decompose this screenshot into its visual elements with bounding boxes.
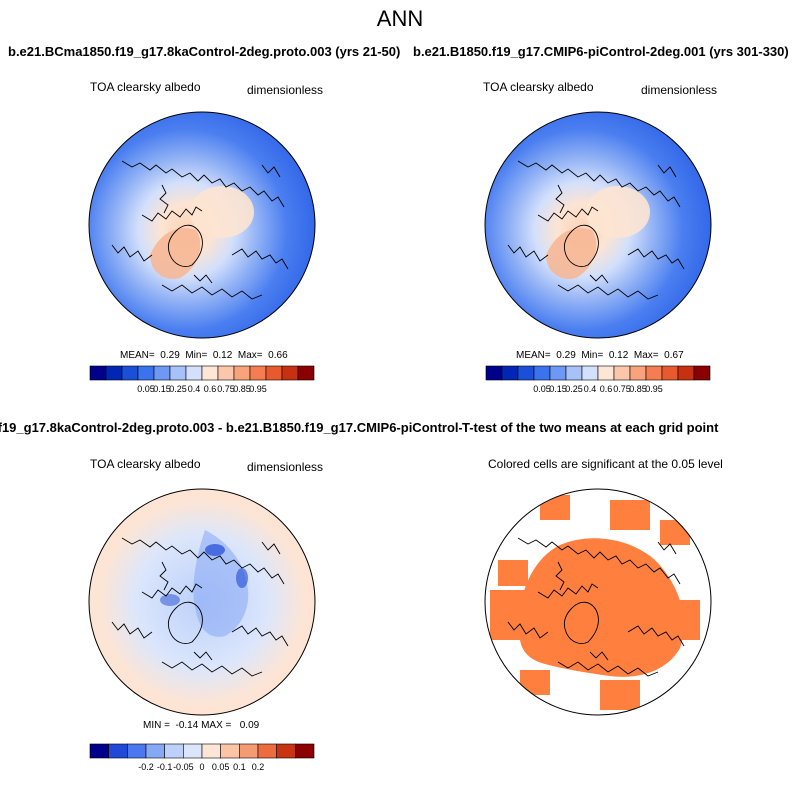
panel-3-colorbar-cell bbox=[89, 743, 109, 759]
panel-2-colorbar-cell bbox=[485, 365, 503, 381]
panel-2-colorbar-tick-label: 0.25 bbox=[565, 384, 583, 394]
panel-1-colorbar-tick-label: 0.15 bbox=[153, 384, 171, 394]
panel-4-subtitle: Colored cells are significant at the 0.0… bbox=[488, 457, 723, 471]
panel-3-colorbar-tick-label: 0 bbox=[199, 762, 204, 772]
panel-3-colorbar-cell bbox=[239, 743, 259, 759]
panel-2-colorbar-cell bbox=[517, 365, 535, 381]
panel-2-colorbar: 0.050.150.25 0.4 0.6 0.750.850.95 bbox=[485, 365, 711, 394]
panel-3-variable-label: TOA clearsky albedo bbox=[90, 457, 201, 471]
panel-3-units-label: dimensionless bbox=[247, 460, 324, 474]
panel-4-title: T-test of the two means at each grid poi… bbox=[462, 420, 719, 435]
panel-3-colorbar-tick-label: 0.2 bbox=[252, 762, 265, 772]
panel-2-colorbar-cell bbox=[613, 365, 631, 381]
panel-1-colorbar-cell bbox=[297, 365, 315, 381]
panel-3-colorbar-tick-label: -0.05 bbox=[173, 762, 194, 772]
panel-1-colorbar-cell bbox=[89, 365, 107, 381]
panel-1-title: b.e21.BCma1850.f19_g17.8kaControl-2deg.p… bbox=[8, 44, 401, 59]
panel-1-colorbar-cell bbox=[201, 365, 219, 381]
panel-1-colorbar-cell bbox=[185, 365, 203, 381]
panel-2-colorbar-cell bbox=[645, 365, 663, 381]
panel-1-colorbar-cell bbox=[105, 365, 123, 381]
panel-2-map bbox=[484, 111, 712, 339]
panel-2-colorbar-cell bbox=[533, 365, 551, 381]
panel-2-colorbar-cell bbox=[581, 365, 599, 381]
panel-3-title: .f19_g17.8kaControl-2deg.proto.003 - b.e… bbox=[0, 420, 519, 435]
panel-2-units-label: dimensionless bbox=[641, 83, 718, 97]
panel-1-colorbar-tick-label: 0.6 bbox=[204, 384, 217, 394]
panel-1-units-label: dimensionless bbox=[247, 83, 324, 97]
panel-2-colorbar-cell bbox=[565, 365, 583, 381]
panel-2-colorbar-tick-label: 0.85 bbox=[629, 384, 647, 394]
panel-1-map bbox=[88, 111, 316, 339]
panel-3-map bbox=[88, 488, 316, 716]
panel-1-colorbar-cell bbox=[137, 365, 155, 381]
panel-3-colorbar-tick-label: 0.05 bbox=[212, 762, 230, 772]
figure-title: ANN bbox=[376, 6, 424, 31]
panel-1-variable-label: TOA clearsky albedo bbox=[90, 80, 201, 94]
panel-1-colorbar-cell bbox=[217, 365, 235, 381]
panel-2-colorbar-tick-label: 0.15 bbox=[549, 384, 567, 394]
panel-1-colorbar-tick-label: 0.25 bbox=[169, 384, 187, 394]
panel-1-colorbar-tick-label: 0.85 bbox=[233, 384, 251, 394]
panel-3-colorbar-tick-label: -0.1 bbox=[157, 762, 173, 772]
panel-2-title: b.e21.B1850.f19_g17.CMIP6-piControl-2deg… bbox=[413, 44, 789, 59]
panel-2-colorbar-cell bbox=[597, 365, 615, 381]
panel-2-colorbar-cell bbox=[677, 365, 695, 381]
panel-3-colorbar-cell bbox=[164, 743, 184, 759]
panel-1-colorbar-tick-label: 0.05 bbox=[137, 384, 155, 394]
panel-3-colorbar-cell bbox=[257, 743, 277, 759]
panel-3-colorbar-tick-label: 0.1 bbox=[233, 762, 246, 772]
panel-1-colorbar-tick-label: 0.95 bbox=[249, 384, 267, 394]
panel-3-colorbar-cell bbox=[183, 743, 203, 759]
panel-3-colorbar-cell bbox=[295, 743, 315, 759]
panel-1-colorbar: 0.050.150.25 0.4 0.6 0.750.850.95 bbox=[89, 365, 315, 394]
panel-3-colorbar-tick-label: -0.2 bbox=[138, 762, 154, 772]
panel-3-stats: MIN = -0.14 MAX = 0.09 bbox=[143, 720, 260, 731]
panel-3-colorbar-cell bbox=[220, 743, 240, 759]
panel-2-colorbar-tick-label: 0.95 bbox=[645, 384, 663, 394]
panel-1-colorbar-cell bbox=[233, 365, 251, 381]
panel-1-colorbar-cell bbox=[265, 365, 283, 381]
panel-3-colorbar-cell bbox=[201, 743, 221, 759]
panel-1-colorbar-tick-label: 0.4 bbox=[188, 384, 201, 394]
panel-2-colorbar-cell bbox=[549, 365, 567, 381]
panel-2-colorbar-tick-label: 0.6 bbox=[600, 384, 613, 394]
panel-2-colorbar-tick-label: 0.05 bbox=[533, 384, 551, 394]
panel-3-colorbar-cell bbox=[145, 743, 165, 759]
panel-1-colorbar-cell bbox=[281, 365, 299, 381]
panel-2-variable-label: TOA clearsky albedo bbox=[483, 80, 594, 94]
panel-1-colorbar-cell bbox=[169, 365, 187, 381]
panel-2-colorbar-tick-label: 0.75 bbox=[613, 384, 631, 394]
panel-3-colorbar-cell bbox=[127, 743, 147, 759]
panel-1-colorbar-cell bbox=[121, 365, 139, 381]
panel-2-colorbar-cell bbox=[693, 365, 711, 381]
panel-2-colorbar-cell bbox=[501, 365, 519, 381]
panel-1-stats: MEAN= 0.29 Min= 0.12 Max= 0.66 bbox=[120, 350, 288, 361]
panel-1-colorbar-tick-label: 0.75 bbox=[217, 384, 235, 394]
panel-3-colorbar-cell bbox=[108, 743, 128, 759]
panel-4-map bbox=[484, 488, 712, 716]
panel-1-colorbar-cell bbox=[153, 365, 171, 381]
panel-2-colorbar-cell bbox=[629, 365, 647, 381]
panel-2-colorbar-tick-label: 0.4 bbox=[584, 384, 597, 394]
panel-1-colorbar-cell bbox=[249, 365, 267, 381]
panel-3-colorbar: -0.2 -0.1 -0.05 0 0.05 0.1 0.2 bbox=[89, 743, 315, 772]
panel-3-colorbar-cell bbox=[276, 743, 296, 759]
panel-2-stats: MEAN= 0.29 Min= 0.12 Max= 0.67 bbox=[516, 350, 684, 361]
panel-2-colorbar-cell bbox=[661, 365, 679, 381]
